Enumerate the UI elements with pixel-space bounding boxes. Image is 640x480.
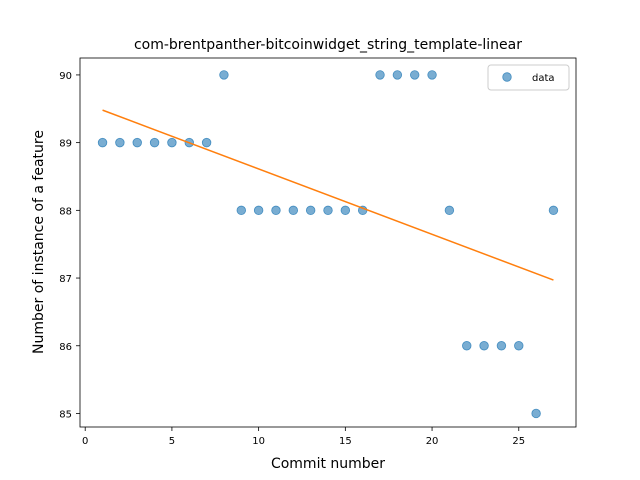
x-tick-label: 5 — [169, 436, 175, 447]
data-point — [132, 137, 142, 148]
x-tick-label: 25 — [512, 436, 525, 447]
x-tick-label: 10 — [252, 436, 265, 447]
x-axis-label: Commit number — [271, 456, 385, 472]
y-tick-label: 90 — [59, 71, 72, 82]
fit-line — [102, 109, 554, 281]
x-tick-label: 20 — [426, 436, 439, 447]
data-point — [167, 137, 177, 148]
data-point — [236, 205, 246, 216]
chart-title: com-brentpanther-bitcoinwidget_string_te… — [134, 37, 522, 53]
data-point — [427, 70, 437, 80]
y-tick-label: 87 — [59, 274, 72, 285]
legend-label: data — [532, 73, 555, 84]
y-tick-label: 86 — [59, 342, 72, 353]
data-point — [479, 341, 489, 351]
data-point — [271, 205, 281, 216]
data-point — [288, 205, 299, 216]
data-point — [340, 205, 351, 216]
data-point — [97, 137, 108, 148]
data-point — [410, 70, 420, 80]
y-tick-label: 89 — [59, 139, 72, 150]
axes-frame — [79, 57, 577, 428]
y-axis-label: Number of instance of a feature — [31, 130, 47, 354]
data-point — [514, 341, 524, 351]
x-tick-label: 0 — [82, 436, 88, 447]
y-axis-ticks: 85 86 87 88 89 90 — [59, 71, 80, 420]
data-point — [149, 137, 160, 148]
y-tick-label: 88 — [59, 206, 72, 217]
data-point — [253, 205, 264, 216]
legend-box — [487, 64, 570, 91]
data-point — [219, 70, 229, 80]
data-point — [462, 341, 472, 351]
plot-area — [79, 57, 577, 428]
data-point — [531, 408, 541, 419]
data-point — [548, 205, 559, 216]
data-point — [392, 70, 403, 80]
data-point — [496, 341, 507, 351]
legend: data — [487, 64, 570, 91]
data-point — [305, 205, 316, 216]
legend-marker — [502, 72, 512, 82]
x-tick-label: 15 — [339, 436, 352, 447]
data-point — [375, 70, 385, 80]
data-point — [444, 205, 455, 216]
data-point — [323, 205, 333, 216]
y-tick-label: 85 — [59, 409, 72, 420]
x-axis-ticks: 0 5 10 15 20 25 — [82, 427, 525, 447]
data-point — [115, 137, 125, 148]
data-point — [201, 137, 212, 148]
